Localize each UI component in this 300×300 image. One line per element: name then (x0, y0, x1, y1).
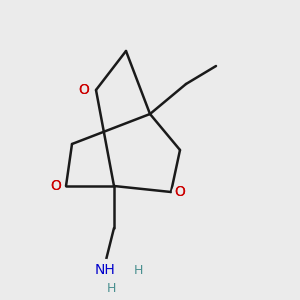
Text: H: H (133, 263, 143, 277)
Circle shape (172, 184, 188, 200)
Text: O: O (175, 185, 185, 199)
Text: NH: NH (94, 263, 116, 277)
Text: O: O (79, 83, 89, 97)
Text: O: O (175, 185, 185, 199)
Circle shape (94, 260, 116, 280)
Circle shape (48, 178, 63, 194)
Circle shape (76, 82, 92, 98)
Text: O: O (50, 179, 61, 193)
Text: O: O (50, 179, 61, 193)
Text: H: H (106, 281, 116, 295)
Text: O: O (79, 83, 89, 97)
